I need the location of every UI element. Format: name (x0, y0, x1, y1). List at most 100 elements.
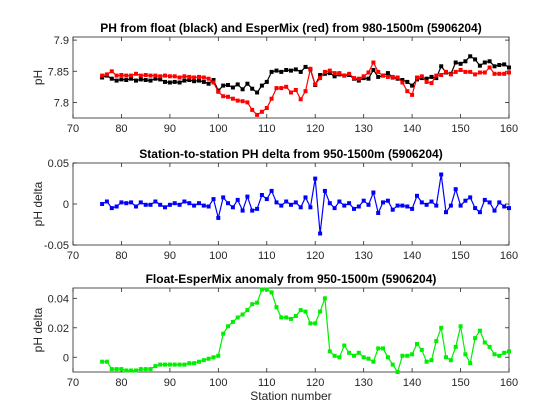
data-point (240, 87, 245, 92)
x-tick-label: 80 (115, 250, 127, 262)
data-point (361, 74, 366, 79)
chart-title: Float-EsperMix anomaly from 950-1500m (5… (146, 272, 437, 286)
data-point (400, 80, 405, 85)
data-point (182, 362, 187, 367)
data-point (332, 74, 337, 79)
y-axis-label: pH delta (31, 181, 45, 226)
data-point (318, 73, 323, 77)
x-tick-label: 120 (306, 123, 324, 135)
data-point (255, 112, 260, 117)
data-point (487, 200, 492, 205)
data-point (453, 60, 458, 65)
data-point (322, 296, 327, 301)
data-point (235, 98, 240, 103)
data-point (158, 202, 163, 207)
data-point (366, 76, 371, 81)
data-point (405, 204, 410, 209)
data-point (492, 71, 497, 76)
data-point (153, 199, 158, 204)
data-point (477, 70, 482, 75)
data-point (153, 364, 158, 369)
data-point (206, 204, 211, 209)
data-point (211, 78, 216, 82)
data-point (482, 340, 487, 345)
data-point (289, 316, 293, 321)
data-point (415, 193, 419, 198)
data-point (138, 367, 143, 372)
data-point (356, 204, 361, 209)
data-point (502, 62, 507, 67)
data-point (429, 358, 434, 363)
data-point (269, 290, 274, 295)
data-point (298, 69, 303, 74)
data-point (303, 89, 308, 94)
data-point (337, 71, 342, 76)
x-tick-label: 130 (354, 123, 372, 135)
data-point (284, 68, 289, 72)
data-point (226, 94, 230, 99)
data-point (492, 352, 497, 357)
data-point (410, 92, 415, 97)
data-point (192, 361, 197, 366)
data-point (444, 69, 448, 74)
data-point (473, 72, 478, 77)
data-point (473, 206, 478, 211)
data-point (468, 195, 473, 200)
data-point (187, 78, 192, 82)
data-point (439, 172, 444, 177)
data-point (400, 78, 405, 82)
data-point (453, 187, 458, 192)
x-axis-label: Station number (250, 389, 331, 403)
data-point (308, 66, 313, 71)
data-point (138, 73, 143, 78)
data-point (104, 199, 109, 204)
data-point (230, 205, 235, 210)
x-tick-label: 90 (164, 250, 176, 262)
data-point (230, 96, 235, 101)
x-tick-label: 110 (258, 250, 276, 262)
data-point (347, 201, 352, 206)
data-point (129, 200, 134, 205)
data-point (216, 353, 221, 358)
data-point (497, 71, 502, 76)
y-tick-label: 7.85 (48, 66, 69, 78)
data-point (497, 200, 502, 205)
data-point (366, 202, 371, 207)
data-point (458, 68, 463, 72)
data-point (308, 321, 313, 326)
data-point (114, 367, 119, 372)
data-point (381, 200, 385, 205)
data-point (342, 203, 347, 208)
data-point (381, 73, 385, 78)
data-point (473, 336, 478, 341)
data-point (201, 203, 206, 208)
data-point (197, 74, 201, 79)
data-point (289, 90, 293, 95)
data-point (259, 287, 264, 292)
data-point (109, 367, 114, 372)
data-point (269, 69, 274, 74)
data-point (381, 346, 385, 351)
data-point (114, 78, 119, 83)
data-point (148, 202, 153, 207)
data-point (143, 202, 148, 207)
data-point (332, 353, 337, 358)
data-point (119, 77, 124, 82)
data-point (507, 206, 511, 211)
chart-panel-1: PH from float (black) and EsperMix (red)… (31, 21, 518, 135)
y-tick-label: 7.8 (54, 97, 69, 109)
x-tick-label: 130 (354, 377, 372, 389)
data-point (322, 188, 327, 193)
data-point (487, 344, 492, 349)
data-point (259, 109, 264, 114)
data-point (138, 200, 143, 205)
data-point (468, 361, 473, 366)
x-tick-label: 100 (209, 377, 227, 389)
data-point (303, 64, 308, 69)
data-point (182, 74, 187, 79)
data-point (473, 57, 478, 62)
data-point (482, 197, 487, 202)
x-tick-label: 140 (403, 377, 421, 389)
data-point (230, 85, 235, 90)
data-point (439, 325, 444, 330)
